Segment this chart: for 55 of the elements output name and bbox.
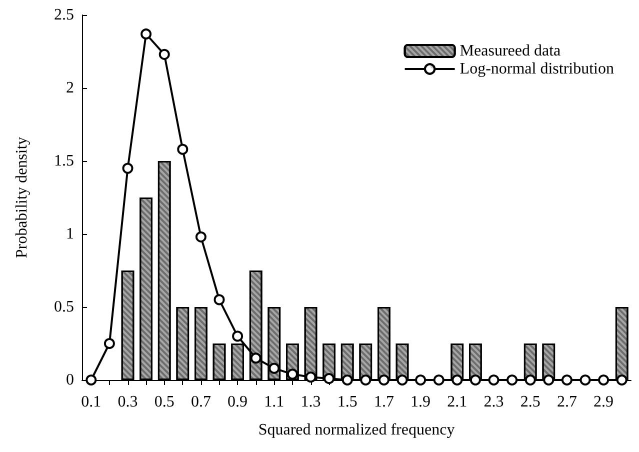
point [524, 374, 536, 386]
x-tick-label: 0.5 [154, 394, 174, 410]
point [268, 362, 280, 374]
point [250, 352, 262, 364]
point [360, 374, 372, 386]
point [452, 374, 463, 386]
x-tick-label: 2.9 [594, 394, 614, 410]
point [195, 231, 206, 242]
point [580, 374, 591, 386]
y-tick-label: 2 [66, 80, 74, 96]
point [470, 374, 481, 386]
point [598, 374, 610, 386]
y-tick-label: 1 [66, 226, 74, 242]
point [140, 28, 152, 40]
y-axis-title: Probability density [14, 136, 30, 258]
point [396, 374, 408, 386]
point [122, 162, 134, 174]
x-tick-label: 2.1 [447, 394, 468, 410]
point [104, 338, 115, 349]
point [561, 374, 572, 386]
point [177, 144, 188, 155]
point [305, 372, 316, 383]
x-tick-label: 1.5 [337, 394, 358, 410]
y-tick-label: 0 [66, 372, 74, 388]
x-tick-label: 0.1 [81, 394, 102, 410]
y-tick-label: 1.5 [54, 152, 74, 170]
x-tick-label: 0.9 [228, 394, 248, 410]
point [506, 374, 518, 386]
legend-label: Log-normal distribution [460, 60, 614, 78]
x-tick-label: 0.3 [118, 394, 138, 410]
x-axis-title: Squared normalized frequency [258, 422, 455, 438]
point [488, 374, 500, 386]
point [158, 48, 170, 60]
x-tick-label: 0.7 [190, 394, 211, 410]
point [214, 294, 225, 306]
x-tick-label: 1.1 [264, 394, 284, 410]
point [324, 373, 335, 384]
y-tick-label: 2.5 [54, 6, 74, 24]
x-tick-label: 1.9 [410, 394, 431, 410]
y-tick-label: 0.5 [54, 298, 74, 316]
point [433, 374, 444, 386]
point [342, 374, 353, 386]
x-tick-label: 2.7 [556, 394, 577, 410]
x-tick-label: 2.3 [484, 394, 504, 410]
point [86, 374, 97, 386]
x-tick-label: 1.7 [374, 394, 394, 410]
point [286, 368, 298, 380]
point [378, 374, 390, 386]
x-tick-label: 1.3 [300, 394, 321, 410]
point [232, 330, 244, 342]
x-tick-label: 2.5 [520, 394, 540, 410]
point [415, 374, 426, 386]
point [543, 374, 554, 386]
legend-label: Measureed data [460, 42, 561, 60]
point [616, 374, 628, 386]
